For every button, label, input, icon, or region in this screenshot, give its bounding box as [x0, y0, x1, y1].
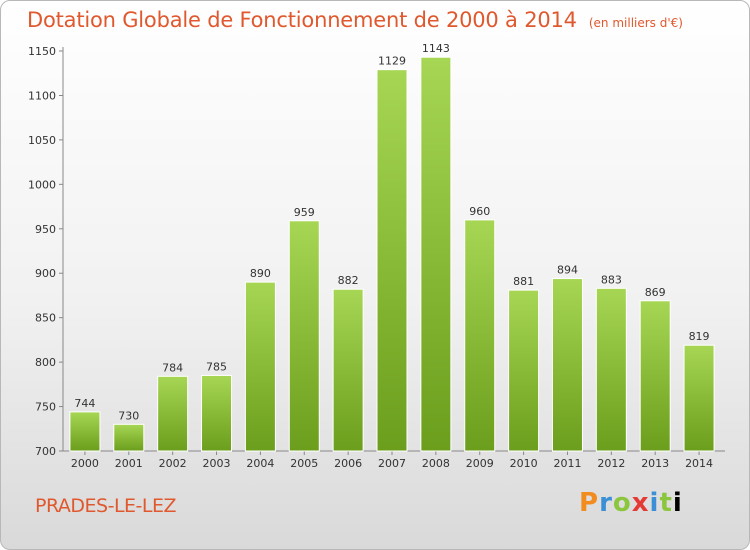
value-label-2000: 744 [74, 397, 95, 410]
bar-2003 [201, 374, 233, 452]
logo-letter: t [659, 488, 673, 518]
y-tick-label: 1050 [28, 134, 56, 147]
y-tick-label: 850 [35, 312, 56, 325]
x-tick-label: 2005 [290, 457, 318, 470]
logo-letter: o [612, 488, 632, 518]
x-tick-label: 2003 [203, 457, 231, 470]
value-label-2008: 1143 [422, 42, 450, 55]
x-tick-label: 2008 [422, 457, 450, 470]
x-tick-label: 2000 [71, 457, 99, 470]
bar-2010 [508, 289, 540, 452]
value-label-2006: 882 [338, 274, 359, 287]
x-tick-label: 2001 [115, 457, 143, 470]
bar-2000 [69, 411, 101, 452]
logo-letter: r [599, 488, 613, 518]
value-label-2004: 890 [250, 267, 271, 280]
logo-letter: x [631, 488, 650, 518]
bar-2005 [288, 220, 320, 452]
x-tick-label: 2014 [685, 457, 713, 470]
bar-2001 [113, 423, 145, 452]
bar-2011 [551, 278, 583, 452]
value-label-2003: 785 [206, 360, 227, 373]
y-tick-label: 1100 [28, 89, 56, 102]
value-label-2010: 881 [513, 275, 534, 288]
value-label-2012: 883 [601, 273, 622, 286]
value-label-2005: 959 [294, 206, 315, 219]
x-tick-label: 2013 [641, 457, 669, 470]
y-tick-label: 1000 [28, 178, 56, 191]
x-tick-label: 2011 [553, 457, 581, 470]
x-tick-label: 2002 [159, 457, 187, 470]
bar-2006 [332, 288, 364, 452]
bar-2004 [244, 281, 276, 452]
x-tick-label: 2007 [378, 457, 406, 470]
chart-title-text: Dotation Globale de Fonctionnement de 20… [27, 8, 577, 32]
logo-letter: i [649, 488, 660, 518]
value-label-2001: 730 [118, 409, 139, 422]
bar-2007 [376, 69, 408, 452]
x-axis: 2000 2001 2002 2003 2004 2005 2006 2007 2008 2009… [63, 450, 725, 470]
bars [69, 56, 715, 452]
y-axis: 700 750 800 850 900 950 1000 1050 1100 1150 [28, 45, 64, 458]
bar-2012 [595, 287, 627, 452]
y-tick-label: 750 [35, 401, 56, 414]
x-tick-label: 2009 [466, 457, 494, 470]
logo-letter: i [672, 488, 683, 518]
y-tick-label: 700 [35, 445, 56, 458]
value-label-2007: 1129 [378, 55, 406, 68]
bar-2013 [639, 300, 671, 452]
value-label-2013: 869 [645, 286, 666, 299]
value-label-2014: 819 [689, 330, 710, 343]
bar-2009 [464, 219, 496, 452]
value-labels: 744 730 784 785 890 959 882 1129 1143 960 881 894 88… [74, 42, 709, 422]
city-name: PRADES-LE-LEZ [35, 495, 177, 517]
value-label-2002: 784 [162, 361, 183, 374]
x-tick-label: 2004 [246, 457, 274, 470]
bar-2008 [420, 56, 452, 452]
chart-title: Dotation Globale de Fonctionnement de 20… [27, 8, 683, 32]
value-label-2011: 894 [557, 264, 578, 277]
x-tick-label: 2006 [334, 457, 362, 470]
proxiti-logo[interactable]: Proxiti [579, 488, 683, 518]
x-tick-label: 2012 [597, 457, 625, 470]
logo-letter: P [579, 488, 600, 518]
x-tick-label: 2010 [510, 457, 538, 470]
chart-subtitle: (en milliers d'€) [588, 16, 683, 30]
y-tick-label: 800 [35, 356, 56, 369]
y-tick-label: 1150 [28, 45, 56, 58]
bar-2002 [157, 375, 189, 452]
bar-2014 [683, 344, 715, 452]
y-tick-label: 900 [35, 267, 56, 280]
y-tick-label: 950 [35, 223, 56, 236]
value-label-2009: 960 [469, 205, 490, 218]
